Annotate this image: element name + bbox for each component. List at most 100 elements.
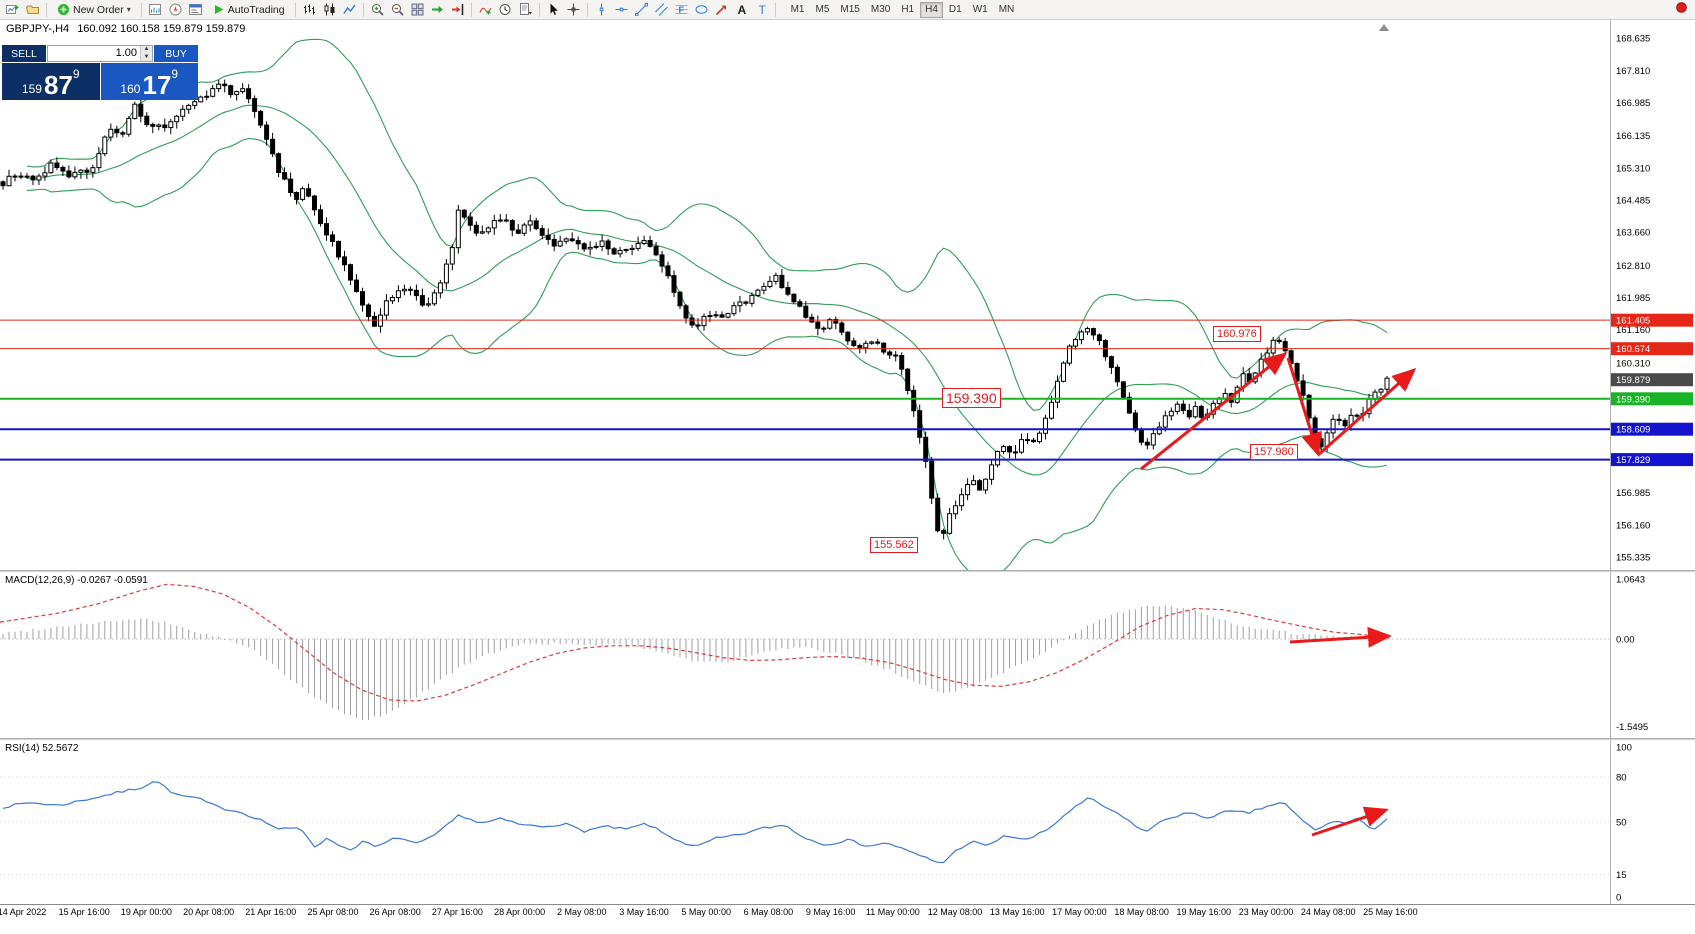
time-axis-label: 3 May 16:00 — [619, 907, 669, 917]
svg-text:A: A — [737, 3, 746, 16]
toolbar-group-chart-file — [3, 1, 42, 18]
crosshair-icon[interactable] — [564, 1, 583, 18]
autotrading-play-icon — [212, 3, 225, 16]
svg-text:F: F — [678, 5, 684, 15]
autotrading-button[interactable]: AutoTrading — [206, 1, 291, 18]
toolbar-group-windows — [146, 1, 205, 18]
line-chart-icon[interactable] — [340, 1, 359, 18]
sell-price-figure: 159 — [21, 82, 42, 96]
shapes-icon[interactable] — [692, 1, 711, 18]
timeframe-button-m30[interactable]: M30 — [866, 2, 895, 18]
bar-chart-icon[interactable] — [300, 1, 319, 18]
label-icon[interactable]: T — [752, 1, 771, 18]
toolbar-group-indicators — [476, 1, 535, 18]
time-axis-label: 9 May 16:00 — [805, 907, 856, 917]
macd-panel-canvas[interactable]: 1.0643 0.00 -1.5495 — [0, 572, 1695, 738]
sell-button[interactable]: SELL — [2, 45, 46, 62]
toolbar-separator — [774, 2, 776, 17]
trend-arrows[interactable] — [1140, 352, 1417, 471]
autotrading-label: AutoTrading — [227, 3, 285, 16]
buy-price-box[interactable]: 160 17 9 — [100, 63, 198, 100]
indicators-icon[interactable] — [476, 1, 495, 18]
svg-text:168.635: 168.635 — [1616, 34, 1650, 45]
templates-icon[interactable] — [516, 1, 535, 18]
rsi-panel-canvas[interactable]: 100 80 50 15 0 — [0, 740, 1695, 904]
toolbar-group-pointer — [544, 1, 583, 18]
timeframe-button-m5[interactable]: M5 — [811, 2, 835, 18]
arrows-icon[interactable] — [712, 1, 731, 18]
periods-icon[interactable] — [496, 1, 515, 18]
toolbar-separator — [538, 2, 540, 17]
svg-text:166.985: 166.985 — [1616, 98, 1650, 109]
volume-down-icon[interactable]: ▼ — [141, 53, 152, 61]
chart-shift-icon[interactable] — [448, 1, 467, 18]
time-axis-label: 25 May 16:00 — [1363, 907, 1418, 917]
trendline-icon[interactable] — [632, 1, 651, 18]
svg-text:0: 0 — [1616, 893, 1621, 904]
navigator-icon[interactable] — [166, 1, 185, 18]
price-label-peak[interactable]: 160.976 — [1213, 326, 1261, 342]
time-axis-label: 27 Apr 16:00 — [431, 907, 483, 917]
profiles-icon[interactable] — [23, 1, 42, 18]
price-label-mid[interactable]: 159.390 — [942, 388, 1001, 408]
new-chart-icon[interactable] — [3, 1, 22, 18]
volume-stepper[interactable]: 1.00 ▲ ▼ — [47, 45, 153, 62]
cursor-icon[interactable] — [544, 1, 563, 18]
panel-separator[interactable] — [0, 738, 1695, 740]
timeframe-button-mn[interactable]: MN — [994, 2, 1020, 18]
buy-price-figure: 160 — [120, 82, 141, 96]
chart-ohlc-header: GBPJPY-,H4 160.092 160.158 159.879 159.87… — [6, 23, 245, 35]
timeframe-button-m15[interactable]: M15 — [835, 2, 864, 18]
svg-text:157.829: 157.829 — [1616, 455, 1650, 466]
volume-input[interactable]: 1.00 — [115, 47, 137, 59]
candle-chart-icon[interactable] — [320, 1, 339, 18]
toolbar-group-chart-type — [300, 1, 359, 18]
svg-text:15: 15 — [1616, 870, 1627, 881]
time-axis-label: 2 May 08:00 — [557, 907, 607, 917]
timeframe-button-d1[interactable]: D1 — [944, 2, 967, 18]
time-axis-label: 18 May 08:00 — [1114, 907, 1169, 917]
horizontal-levels[interactable] — [0, 319, 1610, 461]
toolbar-separator — [294, 2, 296, 17]
svg-text:165.310: 165.310 — [1616, 163, 1650, 174]
symbol-timeframe-label: GBPJPY-,H4 — [6, 23, 70, 35]
zoom-in-icon[interactable] — [368, 1, 387, 18]
svg-text:156.160: 156.160 — [1616, 520, 1650, 531]
volume-up-icon[interactable]: ▲ — [141, 46, 152, 54]
timeframe-button-m1[interactable]: M1 — [786, 2, 810, 18]
tile-windows-icon[interactable] — [408, 1, 427, 18]
svg-text:162.810: 162.810 — [1616, 261, 1650, 272]
panel-separator[interactable] — [0, 570, 1695, 572]
timeframe-button-h4[interactable]: H4 — [920, 1, 943, 18]
time-axis[interactable]: 14 Apr 2022 15 Apr 16:00 19 Apr 00:00 20 Ap… — [0, 904, 1695, 934]
new-order-button[interactable]: New Order ▾ — [51, 1, 137, 18]
toolbar-separator — [46, 2, 47, 17]
svg-text:50: 50 — [1616, 818, 1627, 829]
sell-price-box[interactable]: 159 87 9 — [2, 63, 100, 100]
text-icon[interactable]: A — [732, 1, 751, 18]
price-chart-canvas[interactable]: 168.635 167.810 166.985 166.135 165.310 164.4… — [0, 20, 1695, 570]
rsi-trend-arrow[interactable] — [1311, 806, 1389, 837]
timeframe-button-w1[interactable]: W1 — [968, 2, 993, 18]
timeframe-switcher: M1 M5 M15 M30 H1 H4 D1 W1 MN — [786, 1, 1020, 18]
price-label-low2[interactable]: 157.980 — [1250, 444, 1298, 460]
zoom-out-icon[interactable] — [388, 1, 407, 18]
toolbar-separator — [586, 2, 588, 17]
terminal-window-icon[interactable] — [186, 1, 205, 18]
record-red-dot-icon[interactable] — [1675, 1, 1688, 19]
buy-price-point: 9 — [171, 67, 179, 81]
horizontal-line-icon[interactable] — [612, 1, 631, 18]
svg-text:159.390: 159.390 — [1616, 394, 1650, 405]
timeframe-button-h1[interactable]: H1 — [896, 2, 919, 18]
fibonacci-icon[interactable]: F — [672, 1, 691, 18]
channel-icon[interactable] — [652, 1, 671, 18]
market-watch-icon[interactable] — [146, 1, 165, 18]
toolbar-separator — [470, 2, 472, 17]
toolbar-separator — [362, 2, 364, 17]
vertical-line-icon[interactable] — [592, 1, 611, 18]
price-label-low1[interactable]: 155.562 — [870, 537, 918, 553]
chart-shift-marker[interactable] — [1379, 24, 1389, 31]
buy-button[interactable]: BUY — [154, 45, 198, 62]
macd-trend-arrow[interactable] — [1289, 626, 1392, 648]
auto-scroll-icon[interactable] — [428, 1, 447, 18]
